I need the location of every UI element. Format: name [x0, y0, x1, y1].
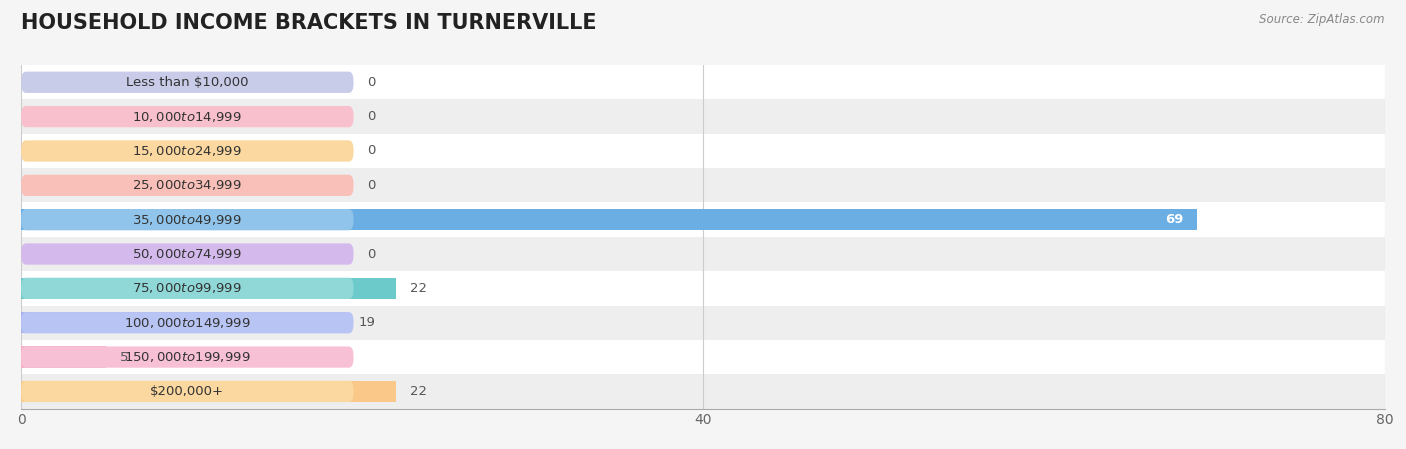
Bar [21, 209, 1198, 230]
Text: $50,000 to $74,999: $50,000 to $74,999 [132, 247, 242, 261]
FancyBboxPatch shape [21, 278, 353, 299]
FancyBboxPatch shape [21, 209, 353, 230]
FancyBboxPatch shape [21, 347, 353, 368]
Text: $35,000 to $49,999: $35,000 to $49,999 [132, 213, 242, 227]
FancyBboxPatch shape [21, 72, 353, 93]
Bar [21, 278, 396, 299]
Text: 0: 0 [367, 145, 375, 158]
Text: $100,000 to $149,999: $100,000 to $149,999 [124, 316, 250, 330]
Bar [21, 312, 344, 333]
Text: 0: 0 [367, 247, 375, 260]
Text: $15,000 to $24,999: $15,000 to $24,999 [132, 144, 242, 158]
FancyBboxPatch shape [21, 312, 353, 333]
Text: 0: 0 [367, 179, 375, 192]
Text: $75,000 to $99,999: $75,000 to $99,999 [132, 282, 242, 295]
Text: Source: ZipAtlas.com: Source: ZipAtlas.com [1260, 13, 1385, 26]
Text: $200,000+: $200,000+ [150, 385, 225, 398]
Text: 5: 5 [120, 351, 128, 364]
Bar [21, 65, 1385, 100]
FancyBboxPatch shape [21, 243, 353, 264]
Text: 22: 22 [409, 282, 427, 295]
Bar [21, 305, 1385, 340]
FancyBboxPatch shape [21, 141, 353, 162]
Bar [21, 134, 1385, 168]
Bar [21, 271, 1385, 305]
Bar [21, 168, 1385, 202]
Text: 69: 69 [1166, 213, 1184, 226]
Bar [21, 202, 1385, 237]
Text: $150,000 to $199,999: $150,000 to $199,999 [124, 350, 250, 364]
Bar [21, 237, 1385, 271]
Text: 19: 19 [359, 316, 375, 329]
Bar [21, 340, 1385, 374]
Text: 0: 0 [367, 76, 375, 89]
FancyBboxPatch shape [21, 106, 353, 127]
FancyBboxPatch shape [21, 381, 353, 402]
Bar [21, 99, 1385, 134]
Text: 22: 22 [409, 385, 427, 398]
FancyBboxPatch shape [21, 175, 353, 196]
Text: $25,000 to $34,999: $25,000 to $34,999 [132, 178, 242, 192]
Bar [21, 381, 396, 402]
Text: $10,000 to $14,999: $10,000 to $14,999 [132, 110, 242, 123]
Text: HOUSEHOLD INCOME BRACKETS IN TURNERVILLE: HOUSEHOLD INCOME BRACKETS IN TURNERVILLE [21, 13, 596, 34]
Text: 0: 0 [367, 110, 375, 123]
Bar [21, 347, 107, 368]
Bar [21, 374, 1385, 409]
Text: Less than $10,000: Less than $10,000 [127, 76, 249, 89]
